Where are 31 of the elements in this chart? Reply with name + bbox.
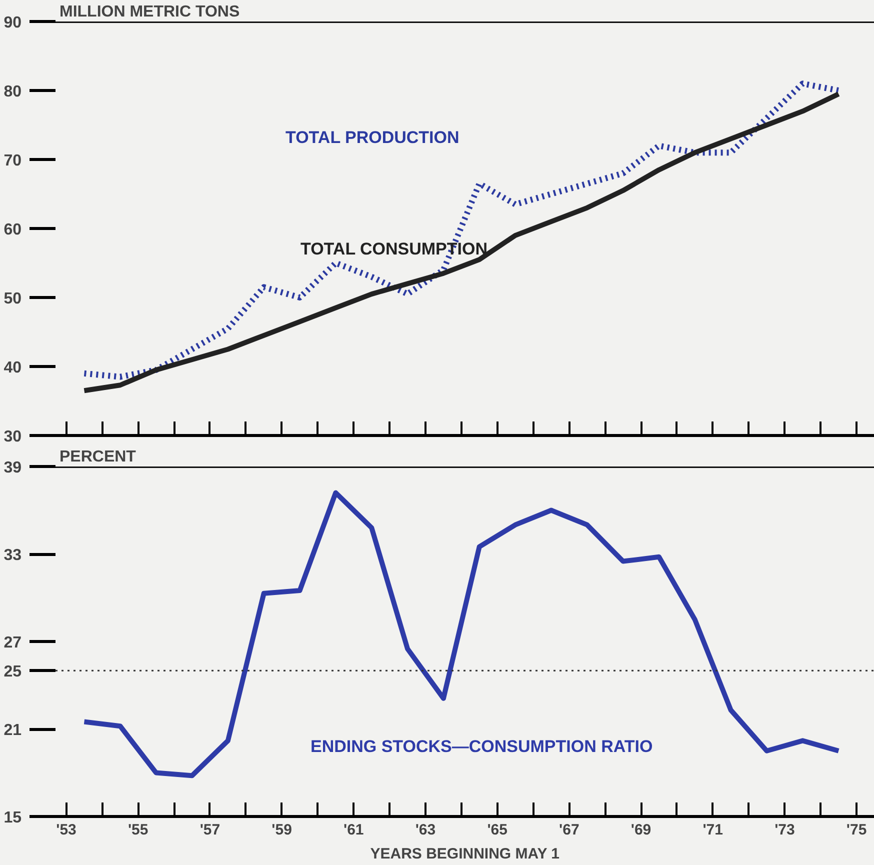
y-tick-label: 60 [4,222,22,238]
y-tick-label: 25 [4,664,22,681]
y-tick-label: 33 [4,547,22,564]
x-tick-label: '67 [559,822,580,838]
x-tick-label: '63 [415,822,436,838]
y-tick-label: 15 [4,810,22,826]
y-tick-label: 30 [4,428,22,446]
x-tick-label: '73 [774,822,795,838]
x-tick-label: '61 [344,822,364,838]
y-tick-label: 21 [4,722,22,739]
y-axis-title: PERCENT [60,448,136,466]
y-tick-label: 27 [4,634,22,652]
y-tick-label: 70 [4,152,22,170]
x-tick-label: '59 [272,822,292,838]
y-tick-label: 40 [4,360,22,376]
x-tick-label: '53 [56,822,76,838]
x-tick-label: '71 [702,822,723,838]
text: ENDING STOCKS—CONSUMPTION RATIO [310,737,653,756]
x-tick-label: '69 [630,822,652,838]
x-tick-label: '57 [200,822,220,838]
y-tick-label: 80 [4,84,22,100]
y-tick-label: 39 [4,460,22,476]
y-tick-label: 90 [4,14,22,32]
x-axis-title: YEARS BEGINNING MAY 1 [370,846,560,862]
x-tick-label: '55 [128,822,148,838]
text: TOTAL PRODUCTION [286,128,460,147]
series-label: TOTAL CONSUMPTION [300,240,488,259]
x-tick-label: '65 [487,822,508,838]
y-axis-title: MILLION METRIC TONS [60,4,240,20]
x-tick-label: '75 [846,822,867,838]
y-tick-label: 50 [4,290,22,308]
